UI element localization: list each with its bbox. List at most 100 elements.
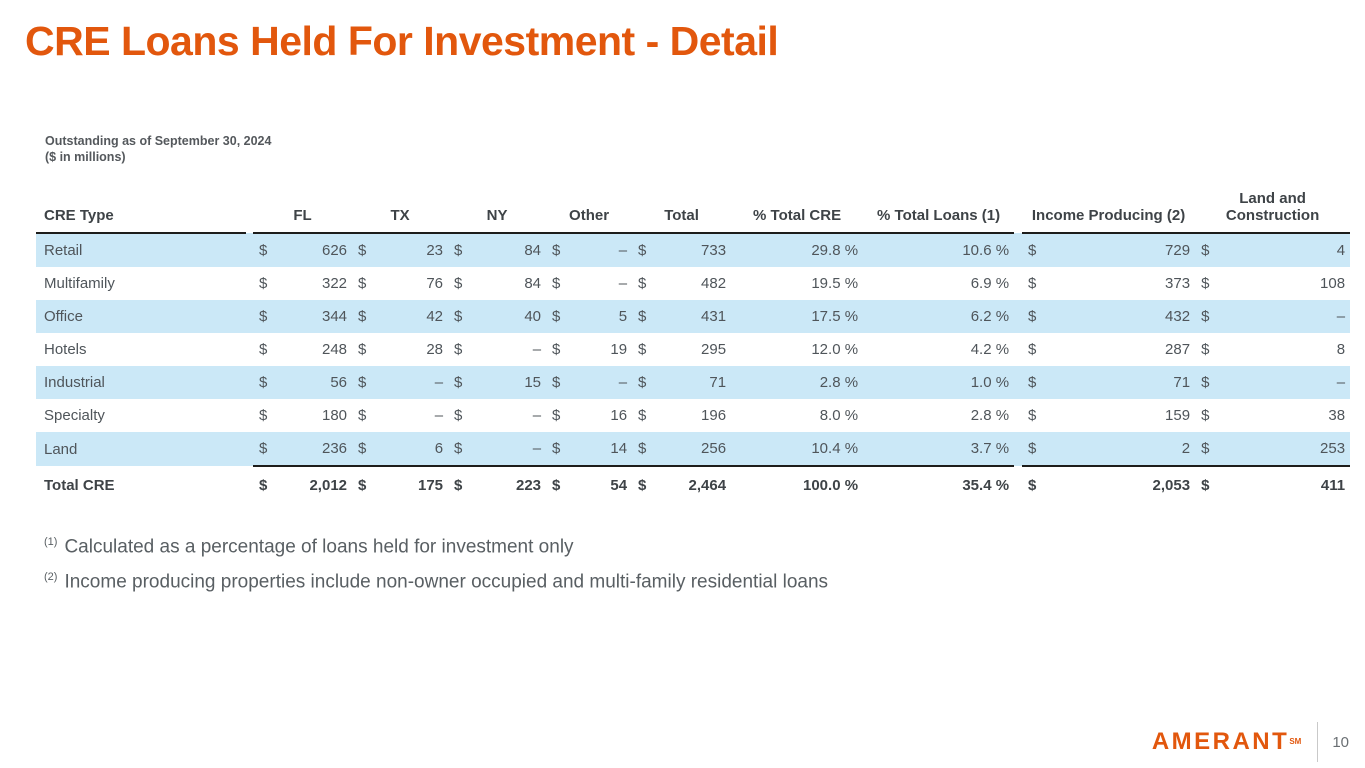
currency-symbol: $ <box>1022 432 1048 467</box>
currency-symbol: $ <box>1028 341 1037 358</box>
currency-symbol: $ <box>638 341 647 358</box>
as-of-date: Outstanding as of September 30, 2024 <box>45 134 272 148</box>
currency-symbol: $ <box>1195 233 1221 267</box>
currency-symbol: $ <box>448 233 473 267</box>
row-label: Industrial <box>36 366 246 399</box>
row-label: Multifamily <box>44 275 115 292</box>
footnote-1: (1) Calculated as a percentage of loans h… <box>44 536 828 558</box>
pct-total-cre-value: 19.5 % <box>811 275 859 292</box>
cre-table-container: CRE Type FL TX NY Other Total % Total CR… <box>36 190 1351 504</box>
currency-symbol: $ <box>546 233 571 267</box>
column-gap <box>1014 233 1023 267</box>
column-gap <box>246 399 253 432</box>
currency-symbol: $ <box>1195 366 1221 399</box>
income-producing-value: 71 <box>1047 366 1196 399</box>
currency-symbol: $ <box>552 477 561 494</box>
column-gap <box>1014 190 1022 233</box>
fl-value: 626 <box>278 233 353 267</box>
header-ny: NY <box>448 190 547 234</box>
tx-value: 175 <box>418 477 444 494</box>
currency-symbol: $ <box>259 341 268 358</box>
currency-symbol: $ <box>253 366 278 399</box>
column-gap <box>246 432 253 466</box>
income-producing-value: 373 <box>1165 275 1191 292</box>
page-title: CRE Loans Held For Investment - Detail <box>25 18 779 64</box>
ny-value: 223 <box>516 477 542 494</box>
land-construction-value: 8 <box>1336 341 1346 358</box>
land-construction-value: – <box>1220 300 1351 333</box>
pct-total-loans-value: 6.2 % <box>863 300 1015 333</box>
pct-total-loans-value: 1.0 % <box>863 366 1015 399</box>
ny-value: – <box>532 407 542 424</box>
pct-total-loans-value: 6.9 % <box>970 275 1010 292</box>
column-gap <box>246 300 253 333</box>
other-value: – <box>570 366 633 399</box>
pct-total-loans-value: 10.6 % <box>863 233 1015 267</box>
column-gap <box>246 466 253 504</box>
land-construction-value: 411 <box>1320 477 1346 494</box>
table-row-office: Office $ 344 $ 42 $ 40 $ 5 $ 431 17.5 % … <box>36 300 1351 333</box>
income-producing-value: 159 <box>1165 407 1191 424</box>
column-gap <box>1014 399 1022 432</box>
footnote-marker: (1) <box>44 536 58 548</box>
tx-value: 42 <box>376 300 449 333</box>
currency-symbol: $ <box>253 300 278 333</box>
amerant-logo: AMERANTSM <box>1152 730 1302 754</box>
tx-value: 6 <box>376 432 449 467</box>
amerant-logo-text: AMERANT <box>1151 728 1290 755</box>
footer-divider <box>1317 722 1319 762</box>
ny-value: – <box>472 432 547 467</box>
currency-symbol: $ <box>352 300 377 333</box>
column-gap <box>246 190 253 233</box>
currency-symbol: $ <box>632 432 657 467</box>
fl-value: 180 <box>321 407 348 424</box>
income-producing-value: 432 <box>1047 300 1196 333</box>
header-cre-type: CRE Type <box>36 190 246 234</box>
footnotes: (1) Calculated as a percentage of loans h… <box>44 536 828 607</box>
currency-symbol: $ <box>253 432 278 467</box>
table-row-specialty: Specialty $ 180 $ – $ – $ 16 $ 196 8.0 %… <box>36 399 1350 432</box>
pct-total-cre-value: 17.5 % <box>731 300 864 333</box>
fl-value: 236 <box>278 432 353 467</box>
ny-value: 40 <box>472 300 547 333</box>
currency-symbol: $ <box>358 275 367 292</box>
other-value: – <box>618 275 628 292</box>
row-label: Specialty <box>44 407 105 424</box>
ny-value: 84 <box>472 233 547 267</box>
currency-symbol: $ <box>1028 407 1037 424</box>
other-value: 16 <box>610 407 628 424</box>
pct-total-cre-value: 10.4 % <box>731 432 864 467</box>
row-label: Land <box>36 432 246 466</box>
other-value: 14 <box>570 432 633 467</box>
currency-symbol: $ <box>552 275 561 292</box>
column-gap <box>246 267 253 300</box>
pct-total-loans-value: 2.8 % <box>970 407 1010 424</box>
pct-total-loans-value: 3.7 % <box>863 432 1015 467</box>
total-value: 482 <box>701 275 727 292</box>
pct-total-loans-value: 4.2 % <box>970 341 1010 358</box>
land-construction-value: – <box>1220 366 1351 399</box>
other-value: 5 <box>570 300 633 333</box>
fl-value: 56 <box>278 366 353 399</box>
header-land-construction: Land and Construction <box>1195 190 1351 234</box>
currency-symbol: $ <box>448 300 473 333</box>
column-gap <box>1014 300 1023 333</box>
total-value: 431 <box>656 300 732 333</box>
total-value: 295 <box>701 341 727 358</box>
column-gap <box>1014 267 1022 300</box>
table-header-row: CRE Type FL TX NY Other Total % Total CR… <box>36 190 1351 234</box>
pct-total-cre-value: 29.8 % <box>731 233 864 267</box>
footnote-text: Income producing properties include non-… <box>64 571 829 593</box>
currency-symbol: $ <box>259 477 268 494</box>
header-other: Other <box>546 190 633 234</box>
currency-symbol: $ <box>454 477 463 494</box>
footnote-2: (2) Income producing properties include n… <box>44 571 828 593</box>
currency-symbol: $ <box>1028 275 1037 292</box>
currency-symbol: $ <box>638 477 647 494</box>
fl-value: 344 <box>278 300 353 333</box>
currency-symbol: $ <box>448 366 473 399</box>
table-row-retail: Retail $ 626 $ 23 $ 84 $ – $ 733 29.8 % … <box>36 233 1351 267</box>
currency-symbol: $ <box>352 233 377 267</box>
currency-symbol: $ <box>1195 300 1221 333</box>
